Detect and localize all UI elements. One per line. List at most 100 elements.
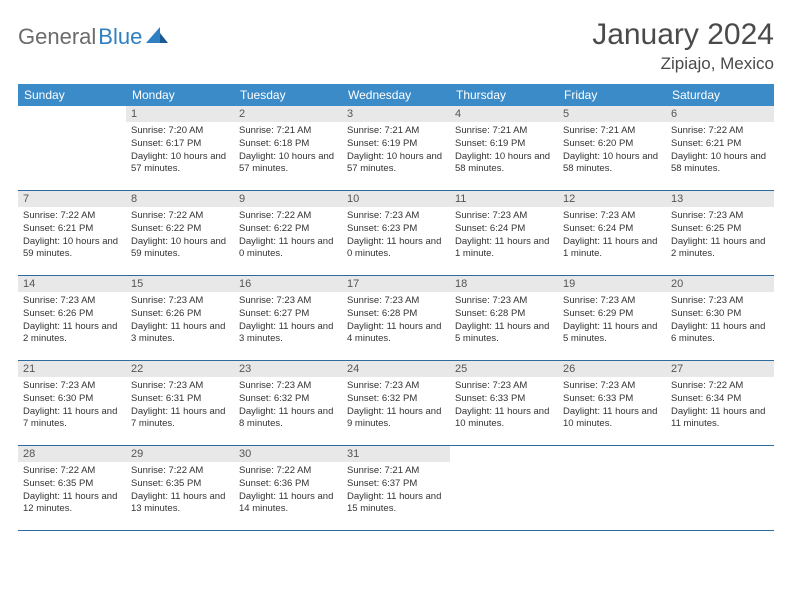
day-details: Sunrise: 7:22 AMSunset: 6:34 PMDaylight:…	[666, 377, 774, 436]
sunset-text: Sunset: 6:32 PM	[347, 393, 445, 406]
day-cell: 20Sunrise: 7:23 AMSunset: 6:30 PMDayligh…	[666, 276, 774, 360]
daylight-text: Daylight: 11 hours and 12 minutes.	[23, 491, 121, 517]
sunset-text: Sunset: 6:18 PM	[239, 138, 337, 151]
day-details: Sunrise: 7:23 AMSunset: 6:27 PMDaylight:…	[234, 292, 342, 351]
day-cell: 27Sunrise: 7:22 AMSunset: 6:34 PMDayligh…	[666, 361, 774, 445]
day-cell: 21Sunrise: 7:23 AMSunset: 6:30 PMDayligh…	[18, 361, 126, 445]
sunrise-text: Sunrise: 7:22 AM	[239, 210, 337, 223]
daylight-text: Daylight: 11 hours and 8 minutes.	[239, 406, 337, 432]
weekday-header-row: Sunday Monday Tuesday Wednesday Thursday…	[18, 84, 774, 106]
day-number: 11	[450, 191, 558, 207]
day-cell: 15Sunrise: 7:23 AMSunset: 6:26 PMDayligh…	[126, 276, 234, 360]
day-cell: 10Sunrise: 7:23 AMSunset: 6:23 PMDayligh…	[342, 191, 450, 275]
day-details: Sunrise: 7:23 AMSunset: 6:28 PMDaylight:…	[342, 292, 450, 351]
day-cell: 26Sunrise: 7:23 AMSunset: 6:33 PMDayligh…	[558, 361, 666, 445]
day-cell: 7Sunrise: 7:22 AMSunset: 6:21 PMDaylight…	[18, 191, 126, 275]
daylight-text: Daylight: 11 hours and 7 minutes.	[23, 406, 121, 432]
day-details: Sunrise: 7:23 AMSunset: 6:31 PMDaylight:…	[126, 377, 234, 436]
weekday-thu: Thursday	[450, 84, 558, 106]
week-row: 21Sunrise: 7:23 AMSunset: 6:30 PMDayligh…	[18, 361, 774, 446]
day-number: 30	[234, 446, 342, 462]
location: Zipiajo, Mexico	[592, 54, 774, 74]
sunset-text: Sunset: 6:24 PM	[455, 223, 553, 236]
day-details: Sunrise: 7:23 AMSunset: 6:28 PMDaylight:…	[450, 292, 558, 351]
sunrise-text: Sunrise: 7:23 AM	[671, 210, 769, 223]
day-details: Sunrise: 7:23 AMSunset: 6:32 PMDaylight:…	[342, 377, 450, 436]
day-details: Sunrise: 7:23 AMSunset: 6:33 PMDaylight:…	[558, 377, 666, 436]
sunrise-text: Sunrise: 7:23 AM	[23, 380, 121, 393]
day-cell	[558, 446, 666, 530]
weekday-sun: Sunday	[18, 84, 126, 106]
daylight-text: Daylight: 11 hours and 11 minutes.	[671, 406, 769, 432]
sunset-text: Sunset: 6:31 PM	[131, 393, 229, 406]
day-number: 31	[342, 446, 450, 462]
day-number: 7	[18, 191, 126, 207]
daylight-text: Daylight: 11 hours and 2 minutes.	[671, 236, 769, 262]
day-details: Sunrise: 7:23 AMSunset: 6:26 PMDaylight:…	[126, 292, 234, 351]
sunset-text: Sunset: 6:19 PM	[347, 138, 445, 151]
day-cell: 13Sunrise: 7:23 AMSunset: 6:25 PMDayligh…	[666, 191, 774, 275]
sunrise-text: Sunrise: 7:22 AM	[23, 465, 121, 478]
sunset-text: Sunset: 6:28 PM	[455, 308, 553, 321]
sunset-text: Sunset: 6:20 PM	[563, 138, 661, 151]
day-cell: 19Sunrise: 7:23 AMSunset: 6:29 PMDayligh…	[558, 276, 666, 360]
daylight-text: Daylight: 11 hours and 0 minutes.	[239, 236, 337, 262]
sunrise-text: Sunrise: 7:23 AM	[23, 295, 121, 308]
sunset-text: Sunset: 6:28 PM	[347, 308, 445, 321]
sunrise-text: Sunrise: 7:22 AM	[239, 465, 337, 478]
day-details: Sunrise: 7:23 AMSunset: 6:23 PMDaylight:…	[342, 207, 450, 266]
day-cell: 23Sunrise: 7:23 AMSunset: 6:32 PMDayligh…	[234, 361, 342, 445]
day-details: Sunrise: 7:21 AMSunset: 6:18 PMDaylight:…	[234, 122, 342, 181]
day-details: Sunrise: 7:22 AMSunset: 6:22 PMDaylight:…	[234, 207, 342, 266]
sunset-text: Sunset: 6:19 PM	[455, 138, 553, 151]
day-number: 3	[342, 106, 450, 122]
day-number: 1	[126, 106, 234, 122]
day-number: 29	[126, 446, 234, 462]
weekday-sat: Saturday	[666, 84, 774, 106]
sunset-text: Sunset: 6:23 PM	[347, 223, 445, 236]
daylight-text: Daylight: 10 hours and 57 minutes.	[239, 151, 337, 177]
day-details: Sunrise: 7:21 AMSunset: 6:19 PMDaylight:…	[450, 122, 558, 181]
day-number: 8	[126, 191, 234, 207]
sunset-text: Sunset: 6:29 PM	[563, 308, 661, 321]
week-row: 7Sunrise: 7:22 AMSunset: 6:21 PMDaylight…	[18, 191, 774, 276]
day-cell: 30Sunrise: 7:22 AMSunset: 6:36 PMDayligh…	[234, 446, 342, 530]
day-cell: 28Sunrise: 7:22 AMSunset: 6:35 PMDayligh…	[18, 446, 126, 530]
sunrise-text: Sunrise: 7:22 AM	[671, 380, 769, 393]
day-cell: 11Sunrise: 7:23 AMSunset: 6:24 PMDayligh…	[450, 191, 558, 275]
daylight-text: Daylight: 11 hours and 5 minutes.	[455, 321, 553, 347]
sunrise-text: Sunrise: 7:21 AM	[347, 465, 445, 478]
daylight-text: Daylight: 11 hours and 3 minutes.	[131, 321, 229, 347]
sunset-text: Sunset: 6:26 PM	[131, 308, 229, 321]
day-details: Sunrise: 7:23 AMSunset: 6:32 PMDaylight:…	[234, 377, 342, 436]
sunrise-text: Sunrise: 7:21 AM	[347, 125, 445, 138]
day-cell: 16Sunrise: 7:23 AMSunset: 6:27 PMDayligh…	[234, 276, 342, 360]
day-number	[666, 446, 774, 450]
daylight-text: Daylight: 10 hours and 58 minutes.	[563, 151, 661, 177]
day-number: 12	[558, 191, 666, 207]
day-number: 17	[342, 276, 450, 292]
day-number: 16	[234, 276, 342, 292]
day-details: Sunrise: 7:21 AMSunset: 6:20 PMDaylight:…	[558, 122, 666, 181]
sunrise-text: Sunrise: 7:22 AM	[23, 210, 121, 223]
sunset-text: Sunset: 6:33 PM	[455, 393, 553, 406]
day-number: 6	[666, 106, 774, 122]
day-cell	[450, 446, 558, 530]
daylight-text: Daylight: 11 hours and 0 minutes.	[347, 236, 445, 262]
day-number: 15	[126, 276, 234, 292]
sunset-text: Sunset: 6:22 PM	[239, 223, 337, 236]
day-number: 24	[342, 361, 450, 377]
daylight-text: Daylight: 11 hours and 9 minutes.	[347, 406, 445, 432]
sunset-text: Sunset: 6:33 PM	[563, 393, 661, 406]
day-number: 4	[450, 106, 558, 122]
sunset-text: Sunset: 6:34 PM	[671, 393, 769, 406]
week-row: 14Sunrise: 7:23 AMSunset: 6:26 PMDayligh…	[18, 276, 774, 361]
sunrise-text: Sunrise: 7:21 AM	[239, 125, 337, 138]
day-details: Sunrise: 7:23 AMSunset: 6:30 PMDaylight:…	[18, 377, 126, 436]
daylight-text: Daylight: 11 hours and 2 minutes.	[23, 321, 121, 347]
day-cell: 22Sunrise: 7:23 AMSunset: 6:31 PMDayligh…	[126, 361, 234, 445]
day-details: Sunrise: 7:23 AMSunset: 6:26 PMDaylight:…	[18, 292, 126, 351]
daylight-text: Daylight: 11 hours and 10 minutes.	[455, 406, 553, 432]
sunrise-text: Sunrise: 7:21 AM	[455, 125, 553, 138]
day-number: 20	[666, 276, 774, 292]
